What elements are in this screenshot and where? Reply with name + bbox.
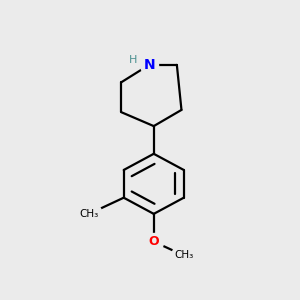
Text: CH₃: CH₃ xyxy=(174,250,194,260)
Text: H: H xyxy=(129,55,138,65)
Text: N: N xyxy=(143,58,155,72)
Text: O: O xyxy=(148,235,159,248)
Text: CH₃: CH₃ xyxy=(80,209,99,219)
